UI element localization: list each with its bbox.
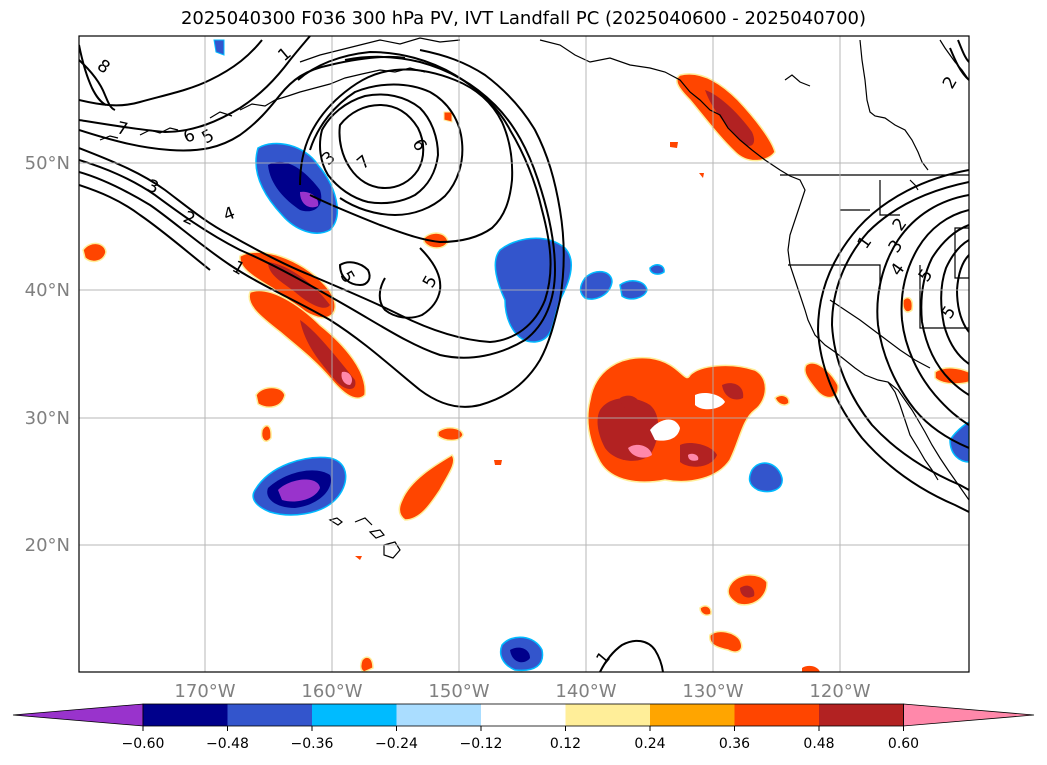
lon-label: 130°W: [682, 681, 743, 702]
colorbar-swatch: [819, 704, 904, 726]
colorbar: −0.60 −0.48 −0.36 −0.24 −0.12 0.12 0.24 0.36 0.4…: [12, 703, 1035, 752]
lon-label: 160°W: [301, 681, 362, 702]
colorbar-swatch: [12, 703, 144, 727]
colorbar-swatch: [565, 704, 651, 726]
colorbar-tick-label: 0.24: [634, 736, 665, 752]
lat-labels: 50°N 40°N 30°N 20°N: [25, 153, 70, 556]
colorbar-swatch: [312, 704, 397, 726]
colorbar-tick-label: 0.60: [888, 736, 919, 752]
colorbar-swatch: [734, 704, 820, 726]
colorbar-tick-label: −0.48: [206, 736, 249, 752]
colorbar-swatch: [227, 704, 313, 726]
colorbar-tick-label: −0.12: [460, 736, 503, 752]
map-title: 2025040300 F036 300 hPa PV, IVT Landfall…: [180, 8, 867, 29]
positive-anomaly-coast: [676, 73, 776, 162]
colorbar-swatch: [396, 704, 482, 726]
colorbar-tick-label: 0.12: [550, 736, 581, 752]
lat-label: 50°N: [25, 153, 70, 174]
colorbar-tick-label: −0.60: [122, 736, 165, 752]
lat-label: 40°N: [25, 280, 70, 301]
negative-anomaly-sw: [252, 456, 347, 516]
lon-label: 150°W: [428, 681, 489, 702]
colorbar-swatch: [903, 703, 1035, 727]
lon-label: 140°W: [555, 681, 616, 702]
positive-anomaly-cluster: [586, 356, 767, 483]
map-frame: [78, 35, 970, 673]
lon-label: 170°W: [174, 681, 235, 702]
lat-label: 30°N: [25, 408, 70, 429]
pv-contours: [79, 36, 969, 672]
lat-label: 20°N: [25, 535, 70, 556]
contour-label: 7: [115, 118, 130, 140]
negative-anomaly-nw: [255, 142, 339, 234]
lon-label: 120°W: [809, 681, 870, 702]
lon-labels: 170°W 160°W 150°W 140°W 130°W 120°W: [174, 681, 870, 702]
colorbar-tick-label: 0.48: [803, 736, 834, 752]
positive-anomaly-band: [239, 251, 366, 399]
colorbar-tick-label: −0.24: [375, 736, 418, 752]
colorbar-swatch: [481, 704, 566, 726]
ivt-fill-layer: [82, 39, 969, 672]
gridlines: [79, 36, 969, 672]
colorbar-tick-label: 0.36: [719, 736, 750, 752]
colorbar-swatch: [143, 704, 228, 726]
coastlines: [99, 37, 969, 559]
colorbar-swatch: [650, 704, 735, 726]
colorbar-tick-label: −0.36: [291, 736, 334, 752]
